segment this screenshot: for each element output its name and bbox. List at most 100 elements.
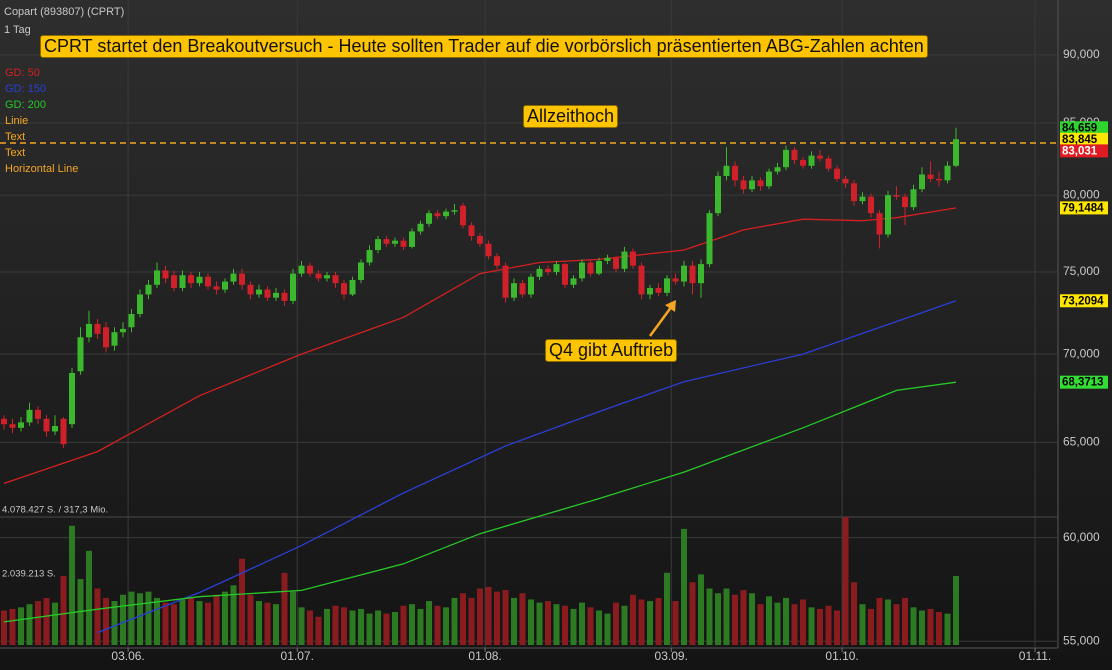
candle-body (145, 284, 152, 295)
candle-body (612, 257, 619, 269)
volume-bar (383, 613, 390, 645)
candle-body (425, 213, 432, 224)
candle-body (306, 265, 313, 274)
candle-body (748, 180, 755, 190)
volume-bar (553, 604, 560, 645)
volume-bar (680, 528, 687, 645)
candle-body (9, 424, 16, 428)
volume-bar (714, 593, 721, 645)
volume-bar (935, 612, 942, 645)
candle-body (136, 294, 143, 315)
volume-bar (26, 604, 33, 645)
value-label-box (1060, 144, 1108, 158)
value-label: 73,2094 (1062, 295, 1104, 307)
volume-bar (9, 608, 16, 645)
candle-body (944, 165, 951, 181)
volume-bar (952, 575, 959, 645)
candle-body (85, 323, 92, 338)
candle-body (655, 287, 662, 293)
candle-body (153, 270, 160, 285)
volume-bar (366, 613, 373, 645)
x-tick-label: 01.07. (281, 649, 314, 663)
volume-bar (179, 599, 186, 645)
candle-body (765, 171, 772, 187)
candle-body (255, 289, 262, 295)
volume-bar (638, 599, 645, 645)
value-label-box (1060, 201, 1108, 215)
volume-bar (145, 591, 152, 645)
volume-bar (697, 574, 704, 645)
volume-bar (655, 597, 662, 645)
y-tick-label: 65,000 (1063, 435, 1100, 449)
legend-entry: GD: 150 (5, 83, 46, 95)
volume-bar (442, 607, 449, 645)
candle-body (799, 159, 806, 166)
volume-bar (842, 516, 849, 645)
candle-body (697, 264, 704, 284)
candle-body (204, 276, 211, 287)
legend-entry: GD: 200 (5, 99, 46, 111)
volume-bar (808, 607, 815, 645)
volume-bar (204, 602, 211, 645)
candle-body (34, 409, 41, 419)
candle-body (587, 262, 594, 274)
candle-body (17, 422, 24, 428)
candle-body (43, 418, 50, 432)
volume-bar (663, 572, 670, 645)
interval: 1 Tag (4, 24, 31, 36)
volume-bar (162, 602, 169, 645)
legend-entry: GD: 50 (5, 67, 40, 79)
candle-body (825, 158, 832, 169)
candle-body (646, 287, 653, 295)
candle-body (179, 275, 186, 288)
volume-bar (833, 610, 840, 645)
candle-body (706, 213, 713, 265)
candle-body (323, 275, 330, 279)
candle-body (51, 426, 58, 432)
volume-bar (672, 601, 679, 645)
volume-bar (43, 597, 50, 645)
volume-bar (706, 588, 713, 645)
candle-body (68, 373, 75, 425)
x-tick-label: 01.10. (825, 649, 858, 663)
candle-body (867, 196, 874, 214)
y-tick-label: 70,000 (1063, 346, 1100, 360)
volume-bar (918, 610, 925, 645)
y-tick-label: 60,000 (1063, 530, 1100, 544)
legend-entry: Text (5, 147, 26, 159)
volume-bar (544, 601, 551, 645)
volume-bar (604, 613, 611, 645)
candle-body (128, 314, 135, 328)
volume-bar (791, 604, 798, 645)
volume-bar (850, 582, 857, 645)
volume-bar (94, 588, 101, 645)
volume-bar (221, 591, 228, 645)
volume-bar (876, 597, 883, 645)
candle-body (26, 409, 33, 423)
candle-body (383, 239, 390, 244)
candle-body (604, 257, 611, 261)
volume-bar (349, 610, 356, 645)
volume-bar (281, 572, 288, 645)
moving-average (3, 381, 957, 623)
candle-body (391, 240, 398, 244)
y-tick-label: 80,000 (1063, 187, 1100, 201)
candle-body (366, 249, 373, 263)
legend-entry: Horizontal Line (5, 163, 79, 175)
x-tick-label: 03.09. (655, 649, 688, 663)
candle-body (94, 323, 101, 334)
volume-bar (595, 610, 602, 645)
candle-body (621, 251, 628, 269)
volume-bar (289, 591, 296, 645)
volume-bar (510, 597, 517, 645)
volume-bar (621, 605, 628, 645)
volume-bar (255, 601, 262, 645)
candle-body (60, 418, 67, 445)
value-label: 83,845 (1062, 134, 1098, 146)
candle-body (918, 174, 925, 190)
candle-body (162, 270, 169, 279)
volume-bar (238, 558, 245, 645)
value-label: 83,031 (1062, 145, 1098, 157)
volume-bar (102, 597, 109, 645)
